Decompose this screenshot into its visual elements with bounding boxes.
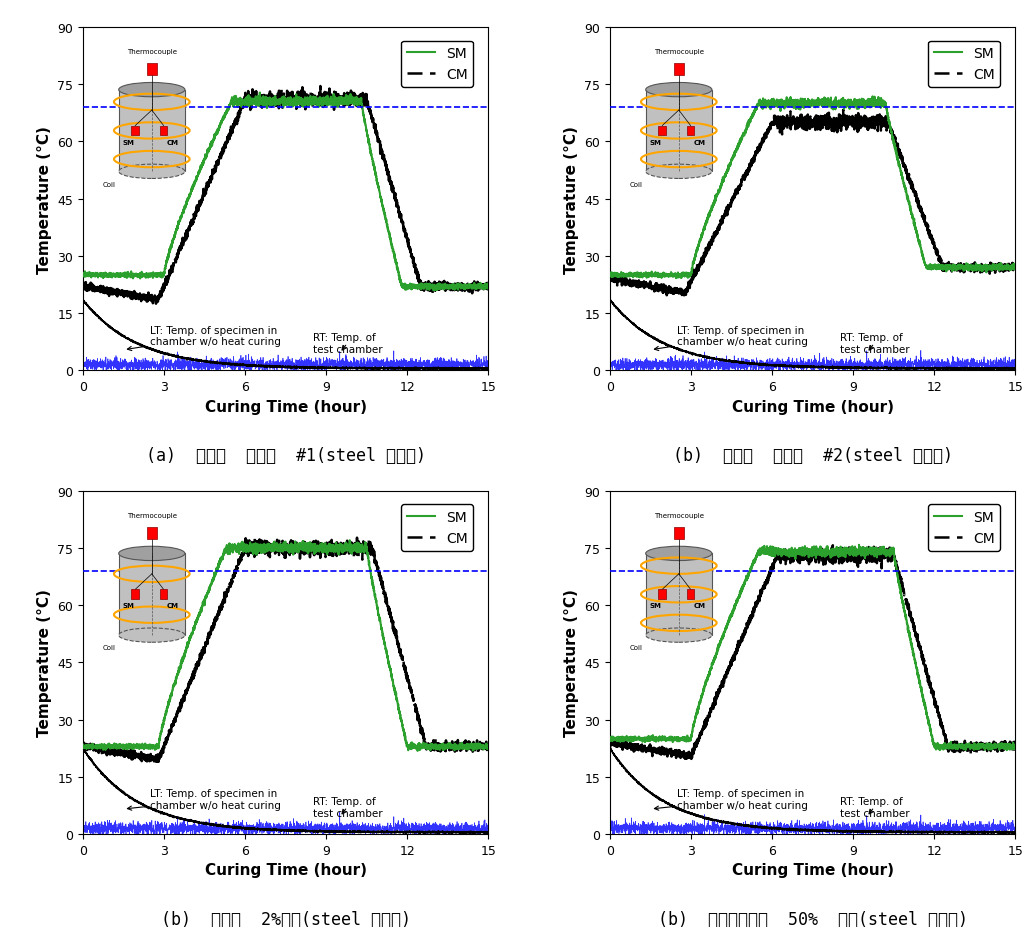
Text: LT: Temp. of specimen in
chamber w/o heat curing: LT: Temp. of specimen in chamber w/o hea… bbox=[127, 789, 282, 810]
Y-axis label: Temperature (°C): Temperature (°C) bbox=[36, 125, 52, 273]
Text: RT: Temp. of
test chamber: RT: Temp. of test chamber bbox=[313, 333, 382, 354]
X-axis label: Curing Time (hour): Curing Time (hour) bbox=[204, 862, 367, 878]
X-axis label: Curing Time (hour): Curing Time (hour) bbox=[731, 400, 894, 414]
Text: (a)  전도체  미혼입  #1(steel 거푸집): (a) 전도체 미혼입 #1(steel 거푸집) bbox=[146, 447, 426, 464]
Text: (b)  강섬유  2%혼입(steel 거푸집): (b) 강섬유 2%혼입(steel 거푸집) bbox=[161, 909, 410, 927]
Legend: SM, CM: SM, CM bbox=[402, 505, 473, 551]
Legend: SM, CM: SM, CM bbox=[402, 42, 473, 88]
Text: (b)  전도체  미혼입  #2(steel 거푸집): (b) 전도체 미혼입 #2(steel 거푸집) bbox=[672, 447, 952, 464]
Text: RT: Temp. of
test chamber: RT: Temp. of test chamber bbox=[839, 796, 910, 818]
Text: (b)  전기로슬래그  50%  대체(steel 거푸집): (b) 전기로슬래그 50% 대체(steel 거푸집) bbox=[658, 909, 968, 927]
Legend: SM, CM: SM, CM bbox=[928, 42, 1000, 88]
Text: RT: Temp. of
test chamber: RT: Temp. of test chamber bbox=[313, 796, 382, 818]
Text: LT: Temp. of specimen in
chamber w/o heat curing: LT: Temp. of specimen in chamber w/o hea… bbox=[655, 325, 808, 351]
Text: RT: Temp. of
test chamber: RT: Temp. of test chamber bbox=[839, 333, 910, 354]
Y-axis label: Temperature (°C): Temperature (°C) bbox=[564, 589, 579, 737]
Y-axis label: Temperature (°C): Temperature (°C) bbox=[564, 125, 579, 273]
Legend: SM, CM: SM, CM bbox=[928, 505, 1000, 551]
X-axis label: Curing Time (hour): Curing Time (hour) bbox=[731, 862, 894, 878]
X-axis label: Curing Time (hour): Curing Time (hour) bbox=[204, 400, 367, 414]
Text: LT: Temp. of specimen in
chamber w/o heat curing: LT: Temp. of specimen in chamber w/o hea… bbox=[127, 325, 282, 351]
Y-axis label: Temperature (°C): Temperature (°C) bbox=[36, 589, 52, 737]
Text: LT: Temp. of specimen in
chamber w/o heat curing: LT: Temp. of specimen in chamber w/o hea… bbox=[655, 789, 808, 810]
